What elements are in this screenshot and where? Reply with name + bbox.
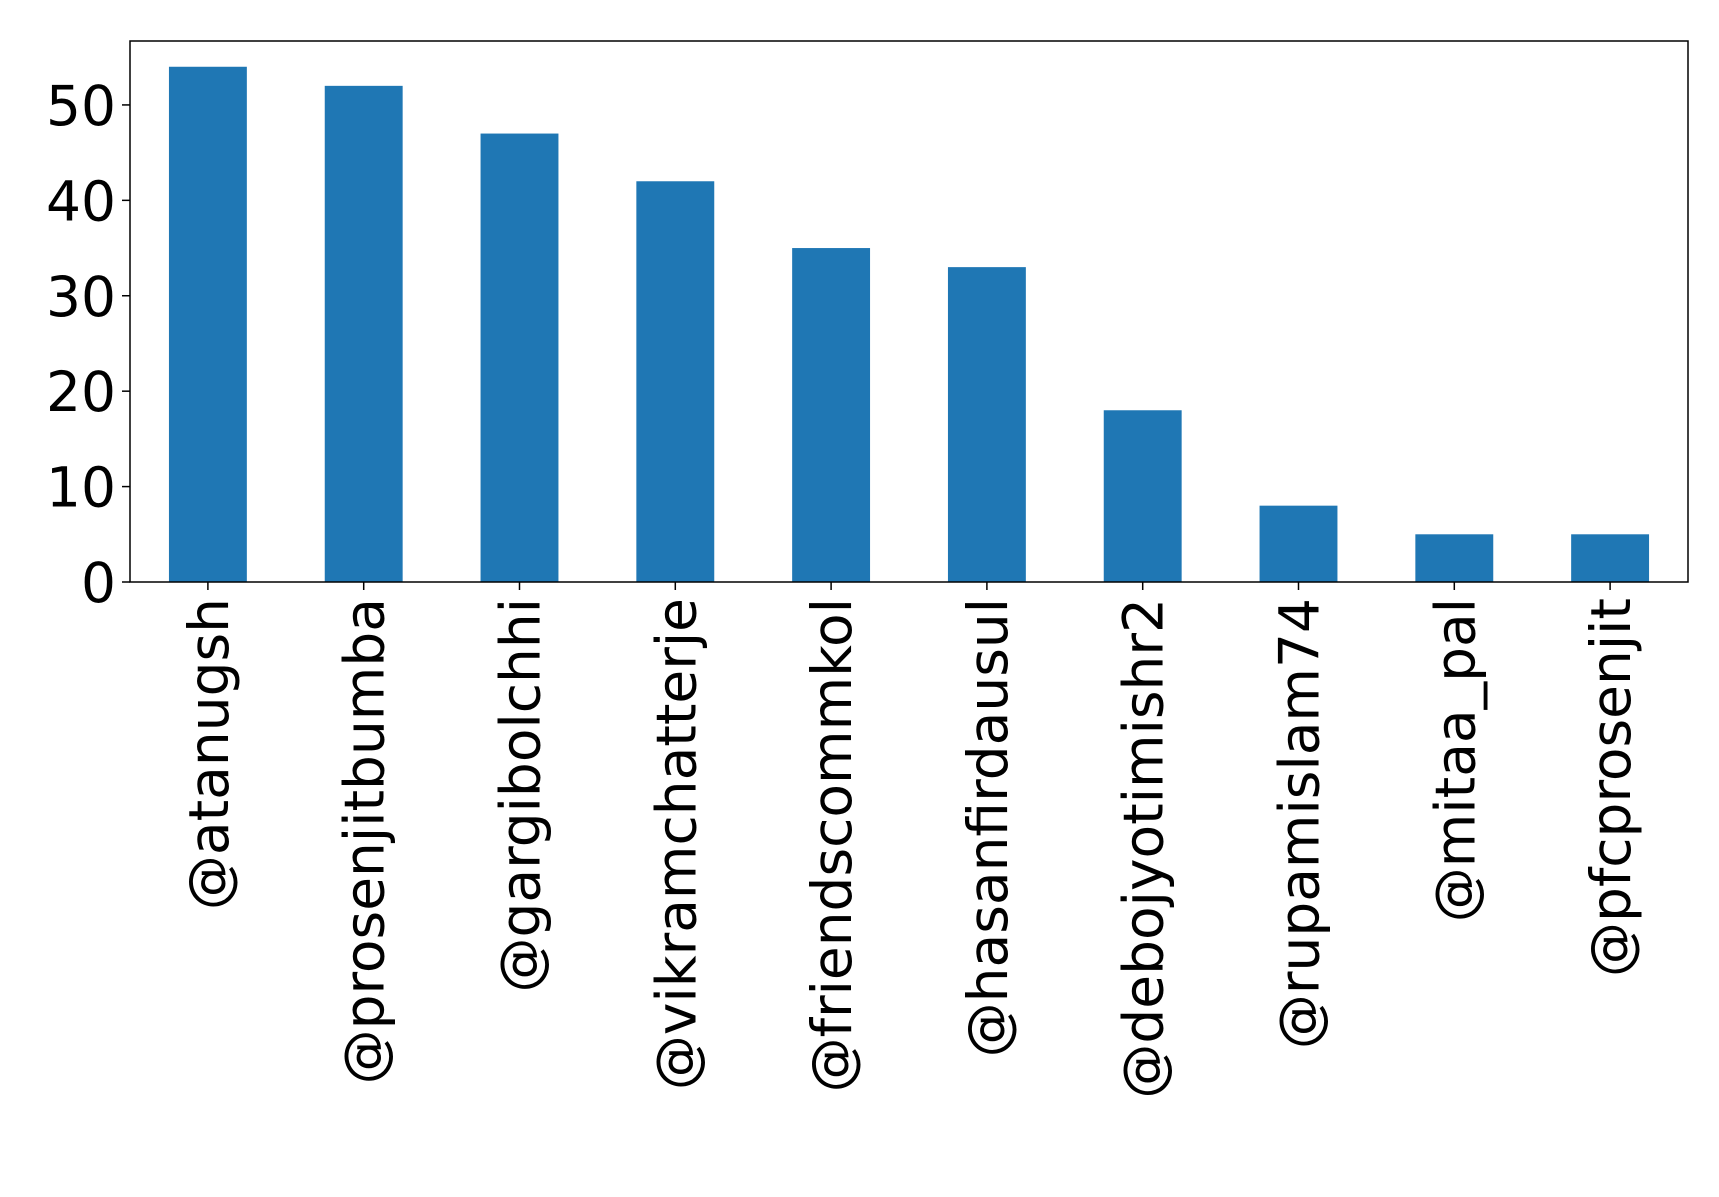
bar [324, 85, 403, 583]
x-tick-label: @rupamislam74 [1268, 598, 1332, 1049]
bar [636, 181, 715, 582]
plot-frame [129, 40, 1689, 583]
y-axis: 0 10 20 30 40 50 [46, 74, 130, 615]
x-tick-label: @friendscommkol [800, 598, 864, 1092]
bar [480, 133, 559, 582]
x-tick-label: @prosenjitbumba [333, 598, 397, 1084]
y-tick-label: 30 [46, 265, 116, 329]
y-tick-label: 50 [46, 74, 116, 138]
y-tick-label: 40 [46, 169, 116, 233]
x-axis: @atanugsh @prosenjitbumba @gargibolchhi @vi… [177, 582, 1643, 1099]
x-tick-label: @vikramchatterje [644, 598, 708, 1090]
bar [1259, 505, 1338, 582]
x-tick-label: @debojyotimishr2 [1112, 598, 1176, 1099]
x-tick-label: @hasanfirdausul [956, 598, 1020, 1057]
x-tick-label: @gargibolchhi [489, 598, 553, 993]
bars-group [168, 66, 1650, 583]
x-tick-label: @pfcprosenjit [1579, 598, 1643, 977]
bar [947, 267, 1026, 582]
y-tick-label: 20 [46, 360, 116, 424]
y-tick-label: 0 [81, 551, 116, 615]
bar [792, 248, 871, 582]
bar [168, 66, 247, 582]
x-tick-label: @atanugsh [177, 598, 241, 910]
bar [1103, 410, 1182, 582]
bar [1571, 534, 1650, 582]
x-tick-label: @mitaa_pal [1423, 598, 1487, 922]
bar [1415, 534, 1494, 582]
y-tick-label: 10 [46, 456, 116, 520]
